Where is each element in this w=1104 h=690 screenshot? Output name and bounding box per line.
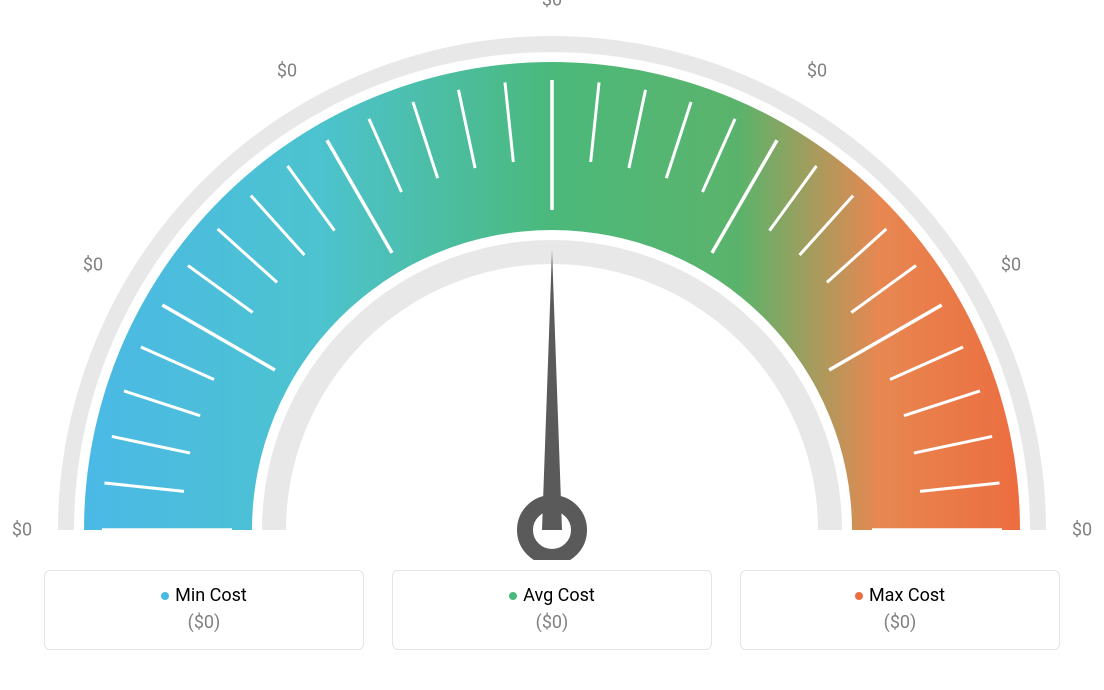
- dot-icon: [509, 592, 517, 600]
- gauge-tick-label: $0: [807, 61, 827, 82]
- gauge-tick-label: $0: [12, 520, 32, 541]
- legend-title-avg-text: Avg Cost: [523, 585, 595, 606]
- gauge-tick-label: $0: [277, 61, 297, 82]
- legend-title-avg: Avg Cost: [413, 585, 691, 606]
- legend-title-min-text: Min Cost: [175, 585, 247, 606]
- legend-title-max-text: Max Cost: [869, 585, 945, 606]
- gauge-tick-label: $0: [542, 0, 562, 11]
- legend-card-min: Min Cost ($0): [44, 570, 364, 650]
- legend-title-min: Min Cost: [65, 585, 343, 606]
- legend-value-avg: ($0): [413, 612, 691, 633]
- gauge-tick-label: $0: [83, 255, 103, 276]
- legend-title-max: Max Cost: [761, 585, 1039, 606]
- gauge-tick-label: $0: [1001, 255, 1021, 276]
- dot-icon: [855, 592, 863, 600]
- legend-card-max: Max Cost ($0): [740, 570, 1060, 650]
- gauge-tick-label: $0: [1072, 520, 1092, 541]
- gauge-container: $0 $0 $0 $0 $0 $0 $0: [0, 0, 1104, 560]
- dot-icon: [161, 592, 169, 600]
- gauge-chart: [0, 0, 1104, 560]
- legend-card-avg: Avg Cost ($0): [392, 570, 712, 650]
- legend-value-max: ($0): [761, 612, 1039, 633]
- legend-value-min: ($0): [65, 612, 343, 633]
- legend-row: Min Cost ($0) Avg Cost ($0) Max Cost ($0…: [0, 570, 1104, 650]
